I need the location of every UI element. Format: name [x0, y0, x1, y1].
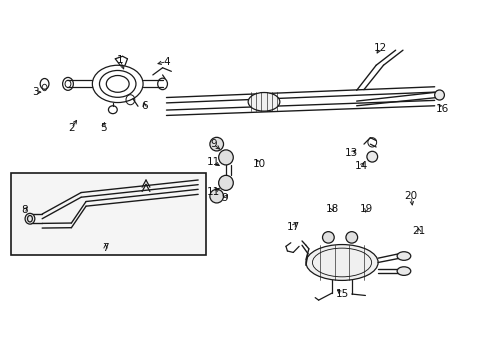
- Text: 17: 17: [286, 222, 299, 231]
- Text: 14: 14: [354, 161, 367, 171]
- Text: 16: 16: [434, 104, 447, 114]
- Ellipse shape: [209, 189, 223, 203]
- Text: 10: 10: [252, 159, 265, 169]
- Ellipse shape: [247, 93, 279, 111]
- Text: 4: 4: [163, 57, 169, 67]
- Ellipse shape: [396, 267, 410, 275]
- Text: 6: 6: [141, 102, 147, 112]
- Ellipse shape: [218, 150, 233, 165]
- Text: 20: 20: [404, 191, 417, 201]
- Text: 21: 21: [411, 226, 425, 236]
- Text: 7: 7: [102, 243, 109, 253]
- Text: 11: 11: [206, 157, 220, 167]
- Text: 5: 5: [100, 123, 106, 133]
- Text: 2: 2: [68, 123, 75, 133]
- Ellipse shape: [366, 151, 377, 162]
- Ellipse shape: [305, 244, 377, 280]
- Text: 12: 12: [373, 43, 386, 53]
- Text: 18: 18: [325, 204, 338, 214]
- Text: 9: 9: [209, 139, 216, 149]
- Ellipse shape: [434, 90, 444, 100]
- Ellipse shape: [25, 213, 35, 224]
- Text: 3: 3: [32, 87, 39, 97]
- Ellipse shape: [396, 252, 410, 260]
- Text: 8: 8: [21, 206, 27, 216]
- Bar: [11, 173, 206, 255]
- Text: 9: 9: [221, 193, 228, 203]
- Ellipse shape: [209, 137, 223, 151]
- Text: 15: 15: [335, 289, 348, 299]
- Text: 1: 1: [117, 55, 123, 65]
- Text: 19: 19: [359, 204, 372, 214]
- Ellipse shape: [345, 231, 357, 243]
- Text: 11: 11: [206, 187, 220, 197]
- Text: 13: 13: [345, 148, 358, 158]
- Ellipse shape: [322, 231, 333, 243]
- Ellipse shape: [218, 175, 233, 190]
